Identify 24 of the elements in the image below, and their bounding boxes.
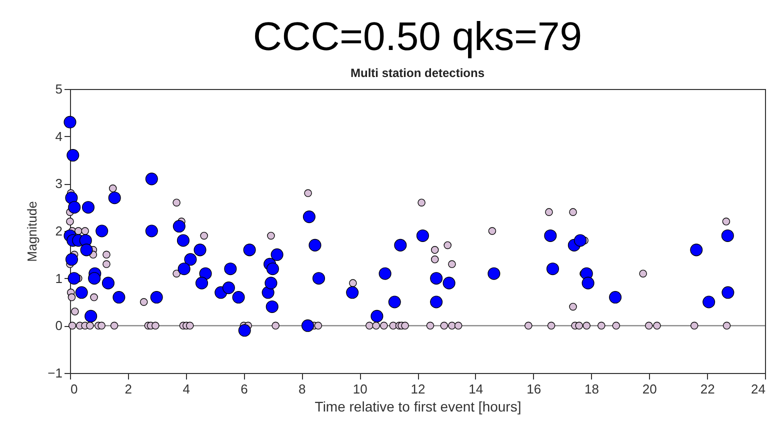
chart-subtitle: Multi station detections: [350, 66, 485, 80]
chart-title: CCC=0.50 qks=79: [252, 15, 582, 59]
x-tick-label: 2: [124, 382, 132, 396]
x-tick-label: 22: [700, 382, 715, 396]
x-tick-label: 14: [468, 382, 484, 396]
y-axis-title: Magnitude: [24, 201, 40, 262]
x-tick-label: 18: [584, 382, 599, 396]
x-tick-label: 12: [410, 382, 426, 396]
y-tick-label: 3: [55, 176, 62, 192]
y-tick-label: 0: [55, 318, 62, 334]
y-tick-label: −1: [48, 366, 62, 380]
x-axis-title: Time relative to first event [hours]: [314, 398, 522, 414]
y-tick-label: 1: [55, 270, 62, 286]
x-tick-label: 16: [526, 382, 542, 396]
x-tick-label: 4: [182, 382, 190, 396]
x-tick-label: 6: [240, 382, 248, 396]
y-tick-label: 2: [55, 224, 62, 238]
x-tick-label: 10: [352, 382, 368, 396]
x-tick-label: 0: [70, 382, 78, 396]
y-tick-label: 4: [55, 128, 62, 144]
x-tick-label: 24: [751, 382, 766, 396]
x-tick-label: 8: [298, 382, 306, 396]
x-tick-label: 20: [642, 382, 657, 396]
y-tick-label: 5: [55, 82, 62, 96]
